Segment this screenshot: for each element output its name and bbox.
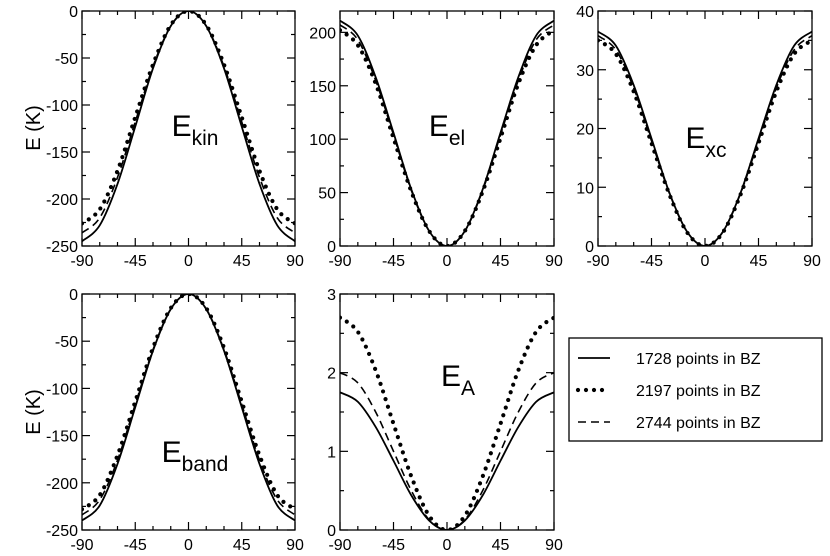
panel-kin: -90 -45 0 45 90 0 -50 -100 -150 -200 -250 Ekin: [46, 4, 304, 270]
series-el-2: [340, 24, 554, 246]
series-A-2: [340, 371, 554, 530]
y-tick-label-A: 0: [327, 523, 336, 540]
y-tick-label-el: 50: [318, 186, 336, 203]
series-xc-1: [598, 38, 812, 246]
y-tick-label-xc: 20: [576, 122, 594, 139]
legend: 1728 points in BZ 2197 points in BZ 2744…: [568, 337, 823, 442]
panel-label-el: Eel: [429, 110, 465, 150]
x-tick-label-band: 45: [233, 537, 251, 554]
x-tick-label-el: -90: [328, 253, 351, 270]
x-tick-label-A: 45: [492, 537, 510, 554]
x-tick-label-xc: 0: [701, 253, 710, 270]
x-tick-label-band: 90: [286, 537, 304, 554]
series-band-2: [82, 294, 295, 516]
panel-label-A: EA: [441, 360, 475, 400]
series-xc-2: [598, 35, 812, 246]
series-band-1: [82, 294, 295, 512]
y-tick-label-el: 200: [309, 25, 336, 42]
y-tick-label-band: -100: [46, 381, 78, 398]
y-tick-label-band: -250: [46, 523, 78, 540]
x-tick-label-band: -45: [124, 537, 147, 554]
x-tick-label-A: -90: [328, 537, 351, 554]
plot-frame-band: [81, 293, 296, 531]
y-tick-label-kin: -250: [46, 239, 78, 256]
y-tick-label-band: -150: [46, 429, 78, 446]
x-tick-label-el: 45: [492, 253, 510, 270]
plot-frame-A: [339, 293, 555, 531]
panel-band: -90 -45 0 45 90 0 -50 -100 -150 -200 -250 Eband: [46, 287, 304, 554]
y-tick-label-xc: 10: [576, 180, 594, 197]
y-tick-label-band: 0: [69, 287, 78, 304]
series-A-1: [340, 315, 554, 530]
x-tick-label-band: -90: [70, 537, 93, 554]
x-tick-label-band: 0: [184, 537, 193, 554]
y-axis-label-bottom: E (K): [23, 389, 45, 435]
panel-xc: -90 -45 0 45 90 0 10 20 30 40 Exc: [576, 4, 821, 270]
x-tick-label-kin: -45: [124, 253, 147, 270]
series-band-0: [82, 294, 295, 522]
series-kin-0: [82, 11, 295, 243]
series-kin-1: [82, 11, 295, 226]
y-tick-label-A: 3: [327, 287, 336, 304]
x-tick-label-el: -45: [382, 253, 405, 270]
x-tick-label-xc: -90: [586, 253, 609, 270]
y-axis-label-top: E (K): [23, 105, 45, 151]
y-tick-label-A: 2: [327, 366, 336, 383]
x-tick-label-xc: 90: [803, 253, 821, 270]
panel-el: -90 -45 0 45 90 0 50 100 150 200 Eel: [309, 10, 563, 270]
x-tick-label-A: 90: [545, 537, 563, 554]
x-tick-label-kin: 0: [184, 253, 193, 270]
x-tick-label-el: 90: [545, 253, 563, 270]
legend-label-2197: 2197 points in BZ: [636, 383, 761, 400]
x-tick-label-xc: -45: [640, 253, 663, 270]
series-kin-2: [82, 11, 295, 234]
series-el-1: [340, 28, 554, 246]
panel-label-kin: Ekin: [172, 110, 219, 150]
y-tick-label-kin: -200: [46, 192, 78, 209]
x-tick-label-xc: 45: [750, 253, 768, 270]
legend-label-1728: 1728 points in BZ: [636, 351, 761, 368]
y-tick-label-A: 1: [327, 444, 336, 461]
y-tick-label-kin: -50: [55, 51, 78, 68]
x-tick-label-kin: 45: [233, 253, 251, 270]
series-el-0: [340, 19, 554, 246]
x-tick-label-A: -45: [382, 537, 405, 554]
y-tick-label-band: -50: [55, 334, 78, 351]
x-tick-label-kin: 90: [286, 253, 304, 270]
x-tick-label-el: 0: [443, 253, 452, 270]
y-tick-label-kin: -100: [46, 98, 78, 115]
y-tick-label-el: 0: [327, 239, 336, 256]
y-tick-label-xc: 0: [585, 239, 594, 256]
x-tick-label-A: 0: [443, 537, 452, 554]
y-tick-label-band: -200: [46, 476, 78, 493]
legend-label-2744: 2744 points in BZ: [636, 415, 761, 432]
x-tick-label-kin: -90: [70, 253, 93, 270]
y-tick-label-kin: 0: [69, 4, 78, 21]
y-tick-label-xc: 40: [576, 4, 594, 21]
panel-label-band: Eband: [162, 436, 229, 476]
y-tick-label-xc: 30: [576, 63, 594, 80]
panel-A: -90 -45 0 45 90 0 1 2 3 EA: [327, 287, 563, 554]
y-tick-label-el: 150: [309, 79, 336, 96]
series-xc-0: [598, 30, 812, 246]
series-A-0: [340, 391, 554, 530]
y-tick-label-el: 100: [309, 132, 336, 149]
panel-label-xc: Exc: [685, 122, 726, 162]
y-tick-label-kin: -150: [46, 145, 78, 162]
legend-frame: [568, 337, 823, 442]
